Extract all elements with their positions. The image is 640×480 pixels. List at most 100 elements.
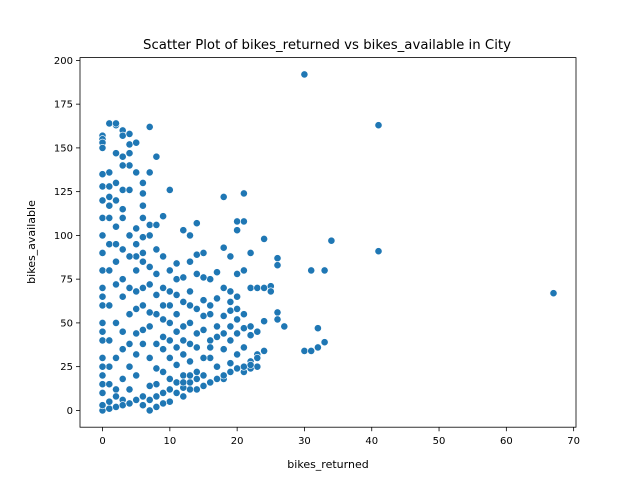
data-point <box>152 269 161 278</box>
data-point <box>98 327 107 336</box>
data-point <box>105 266 114 275</box>
data-point <box>213 362 221 371</box>
data-point <box>138 213 147 222</box>
data-point <box>179 336 188 345</box>
data-point <box>199 296 208 305</box>
data-point <box>132 168 141 177</box>
data-point <box>112 196 120 205</box>
data-point <box>233 226 241 235</box>
data-point <box>118 161 127 170</box>
data-point <box>138 283 147 292</box>
data-point <box>226 367 235 376</box>
data-point <box>105 301 114 310</box>
data-point <box>118 401 127 410</box>
data-point <box>105 397 114 406</box>
data-point <box>213 332 221 341</box>
data-point <box>239 310 248 319</box>
data-point <box>138 301 147 310</box>
data-point <box>219 329 228 338</box>
data-point <box>219 345 228 354</box>
data-point <box>98 248 107 257</box>
data-point <box>246 283 255 292</box>
data-point <box>172 378 181 387</box>
data-point <box>233 217 241 226</box>
data-point <box>98 213 107 222</box>
data-point <box>118 185 127 194</box>
data-point <box>192 385 201 394</box>
data-point <box>98 371 107 380</box>
data-point <box>199 248 208 257</box>
data-point <box>206 336 215 345</box>
data-point <box>132 350 141 359</box>
data-point <box>98 362 107 371</box>
data-point <box>112 222 120 231</box>
data-point <box>138 178 147 187</box>
data-point <box>105 240 114 249</box>
data-point <box>172 290 181 299</box>
data-point <box>105 362 114 371</box>
x-tick-label: 50 <box>433 436 446 447</box>
data-point <box>152 310 161 319</box>
data-point <box>172 360 181 369</box>
data-point <box>300 346 309 355</box>
data-point <box>98 401 107 410</box>
y-tick-label: 50 <box>60 318 73 329</box>
data-point <box>125 283 134 292</box>
data-point <box>98 283 107 292</box>
data-point <box>179 392 188 401</box>
data-point <box>159 388 167 397</box>
data-point <box>226 306 235 315</box>
data-point <box>172 343 181 352</box>
data-point <box>307 266 316 275</box>
data-point <box>138 325 147 334</box>
data-point <box>145 168 154 177</box>
data-point <box>213 294 221 303</box>
data-point <box>186 357 194 366</box>
y-tick-label: 100 <box>54 231 73 242</box>
data-point <box>125 252 134 261</box>
y-axis: 0 25 50 75 100 125 150 175 200 <box>54 56 80 417</box>
x-tick-label: 20 <box>231 436 244 447</box>
data-point <box>118 345 127 354</box>
data-point <box>98 143 107 152</box>
data-point <box>145 220 154 229</box>
data-point <box>260 234 268 243</box>
data-point <box>112 149 120 158</box>
data-point <box>112 257 120 266</box>
plot-frame <box>79 57 577 428</box>
data-point <box>132 304 141 313</box>
data-point <box>98 301 107 310</box>
data-point <box>213 268 221 277</box>
y-tick-label: 175 <box>54 100 73 111</box>
data-point <box>112 119 120 128</box>
data-point <box>105 336 114 345</box>
data-point <box>152 290 161 299</box>
data-point <box>159 252 167 261</box>
data-point <box>105 168 114 177</box>
data-point <box>112 402 120 411</box>
data-point <box>206 310 215 319</box>
data-point <box>266 287 275 296</box>
data-point <box>253 283 262 292</box>
data-point <box>179 371 188 380</box>
data-point <box>253 353 262 362</box>
data-points <box>98 70 558 415</box>
data-point <box>159 212 167 221</box>
data-point <box>105 404 114 413</box>
x-tick-label: 0 <box>99 436 105 447</box>
data-point <box>138 339 147 348</box>
data-point <box>313 343 322 352</box>
data-point <box>138 392 147 401</box>
data-point <box>98 318 107 327</box>
data-point <box>239 343 248 352</box>
data-point <box>152 380 161 389</box>
data-point <box>105 119 114 128</box>
data-point <box>246 322 255 331</box>
data-point <box>118 152 127 161</box>
data-point <box>152 364 161 373</box>
data-point <box>226 252 235 261</box>
data-point <box>179 226 188 235</box>
data-point <box>145 308 154 317</box>
data-point <box>105 380 114 389</box>
